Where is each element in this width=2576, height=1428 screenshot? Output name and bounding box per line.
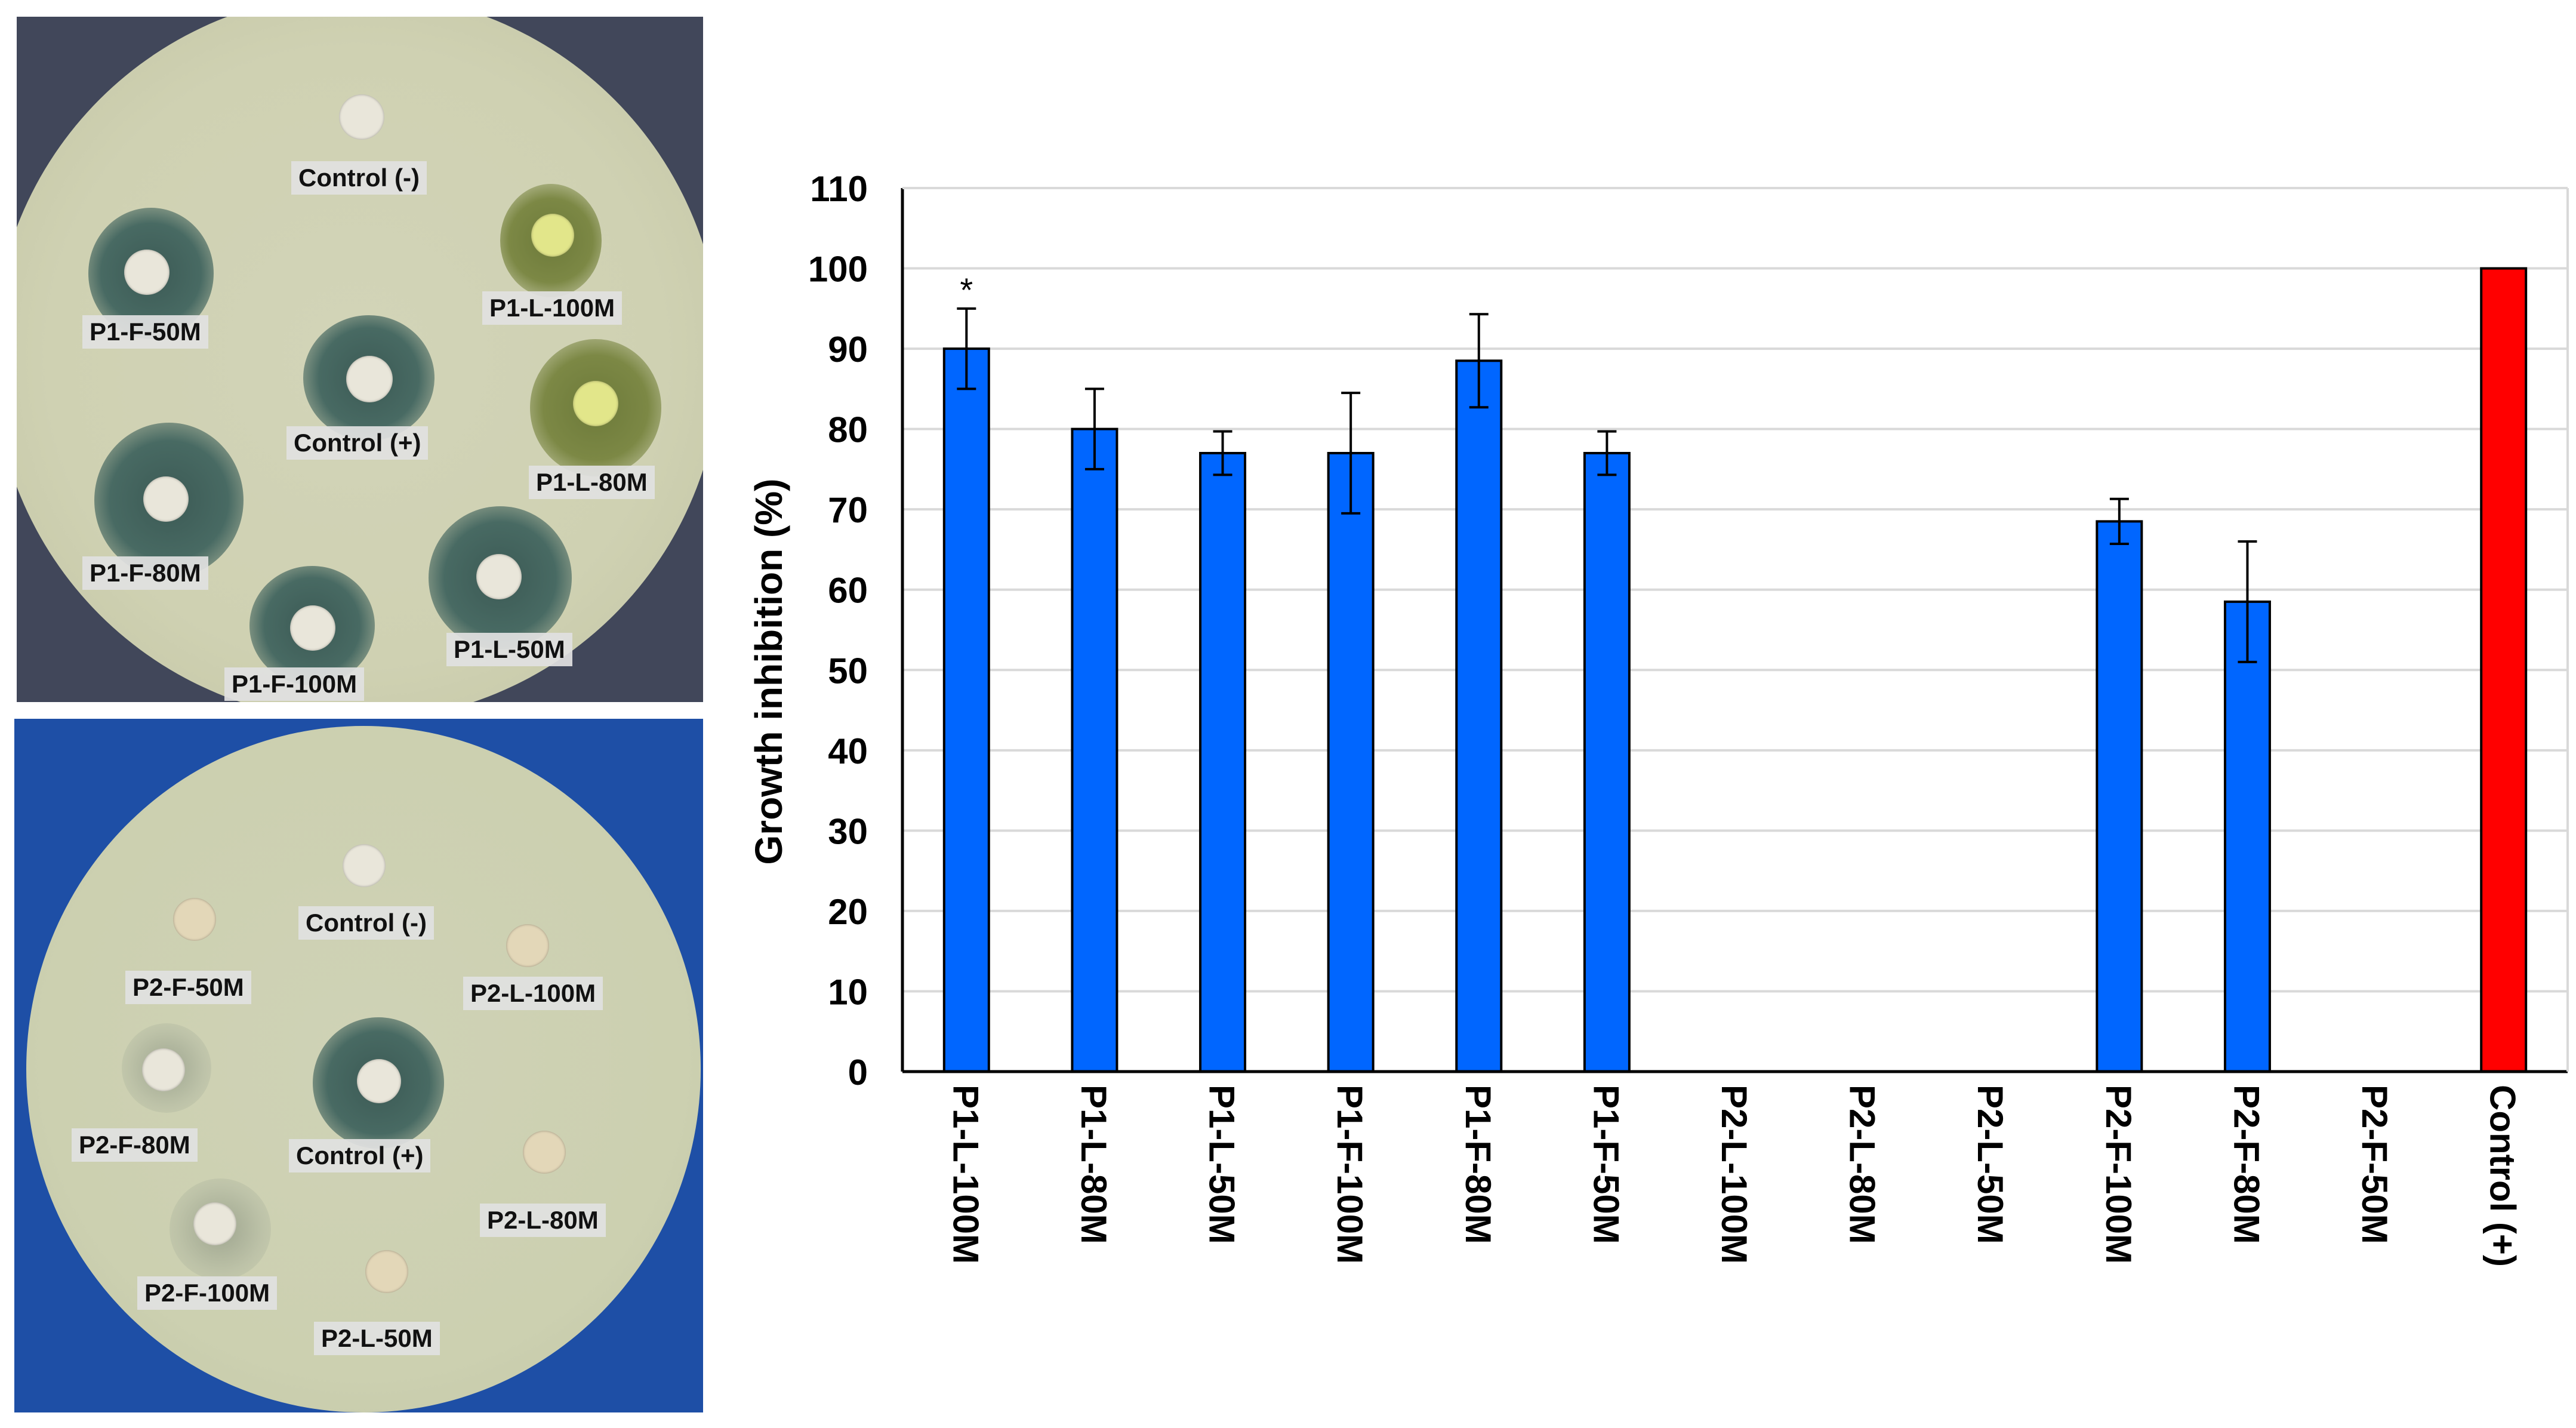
y-tick-label: 90 xyxy=(828,330,868,370)
x-tick-label: P2-F-50M xyxy=(2355,1085,2395,1244)
petri-plate-p1: Control (-) P1-F-50M P1-L-100M Control (… xyxy=(17,17,703,702)
bar xyxy=(942,347,990,1073)
disc xyxy=(142,1048,185,1091)
disc xyxy=(124,250,170,295)
x-tick-label: P1-L-80M xyxy=(1074,1085,1114,1244)
bar xyxy=(1583,452,1631,1073)
disc xyxy=(573,381,618,426)
x-tick-label: P2-L-80M xyxy=(1842,1085,1882,1244)
plate-label: P2-L-100M xyxy=(463,977,603,1010)
y-tick-label: 0 xyxy=(848,1052,868,1092)
plate-label: P1-F-100M xyxy=(224,667,365,701)
plate-label: Control (+) xyxy=(289,1139,431,1172)
tick-labels: 0 10 20 30 40 50 60 70 80 90 100 110 P1-L-100M P1-L-8… xyxy=(808,169,2523,1267)
x-tick-label: P1-L-100M xyxy=(945,1085,985,1264)
y-axis-label: Growth inhibition (%) xyxy=(747,479,790,865)
x-tick-label: P1-F-100M xyxy=(1330,1085,1370,1264)
disc-control-positive xyxy=(346,356,393,402)
bar xyxy=(2096,520,2143,1073)
x-tick-label: P2-L-50M xyxy=(1970,1085,2010,1244)
plate-label: P1-F-80M xyxy=(82,556,208,590)
disc xyxy=(173,898,216,941)
x-tick-label: P2-F-100M xyxy=(2099,1085,2139,1264)
plate-label: P2-L-50M xyxy=(314,1322,440,1355)
disc xyxy=(531,214,574,257)
y-tick-label: 100 xyxy=(808,250,868,290)
disc xyxy=(523,1131,566,1174)
y-tick-label: 30 xyxy=(828,811,868,851)
error-bars: * xyxy=(957,271,2257,663)
x-tick-label: P1-F-80M xyxy=(1458,1085,1498,1244)
plate-label: Control (-) xyxy=(298,906,434,940)
x-tick-label: P2-L-100M xyxy=(1714,1085,1754,1264)
disc xyxy=(290,605,335,651)
plate-label: P1-F-50M xyxy=(82,315,208,349)
plate-label: P1-L-100M xyxy=(482,291,623,325)
bar xyxy=(1071,427,1118,1073)
bar xyxy=(2223,600,2271,1073)
x-tick-label: P2-F-80M xyxy=(2226,1085,2266,1244)
plate-label: P2-F-50M xyxy=(125,971,251,1004)
x-tick-label: P1-L-50M xyxy=(1202,1085,1242,1244)
plate-label: P2-F-80M xyxy=(72,1128,198,1162)
plate-label: P1-L-80M xyxy=(529,466,655,499)
bar xyxy=(2480,267,2528,1073)
petri-plate-p2: Control (-) P2-F-50M P2-L-100M P2-F-80M … xyxy=(14,719,703,1412)
plate-label: Control (-) xyxy=(291,161,427,195)
y-tick-label: 20 xyxy=(828,892,868,932)
plate-label: P1-L-50M xyxy=(446,633,572,666)
y-tick-label: 40 xyxy=(828,731,868,771)
y-tick-label: 110 xyxy=(810,169,868,209)
bar xyxy=(1199,452,1247,1073)
disc-control-negative xyxy=(339,94,384,140)
y-tick-label: 80 xyxy=(828,410,868,450)
plate-label: Control (+) xyxy=(286,426,429,460)
growth-inhibition-chart: * 0 10 20 30 40 50 60 70 80 90 100 110 P1-L-100M P1-L… xyxy=(747,169,2569,1267)
x-tick-label: P1-F-50M xyxy=(1586,1085,1626,1244)
disc xyxy=(476,554,522,599)
disc xyxy=(506,924,549,967)
significance-marker: * xyxy=(960,271,973,309)
disc-control-positive xyxy=(357,1059,401,1103)
plate-label: P2-L-80M xyxy=(480,1204,606,1237)
y-tick-label: 70 xyxy=(828,490,868,530)
y-tick-label: 60 xyxy=(828,571,868,611)
bars xyxy=(942,267,2528,1073)
axes xyxy=(901,187,2569,1073)
x-tick-label: Control (+) xyxy=(2483,1085,2523,1267)
y-tick-label: 50 xyxy=(828,651,868,691)
bar xyxy=(1327,452,1375,1073)
disc-control-negative xyxy=(343,844,386,887)
y-tick-label: 10 xyxy=(828,972,868,1012)
plate-label: P2-F-100M xyxy=(137,1276,278,1310)
disc xyxy=(193,1202,236,1245)
bar xyxy=(1455,359,1503,1073)
disc xyxy=(143,476,189,522)
disc xyxy=(365,1250,408,1293)
grid-lines xyxy=(902,187,2568,993)
